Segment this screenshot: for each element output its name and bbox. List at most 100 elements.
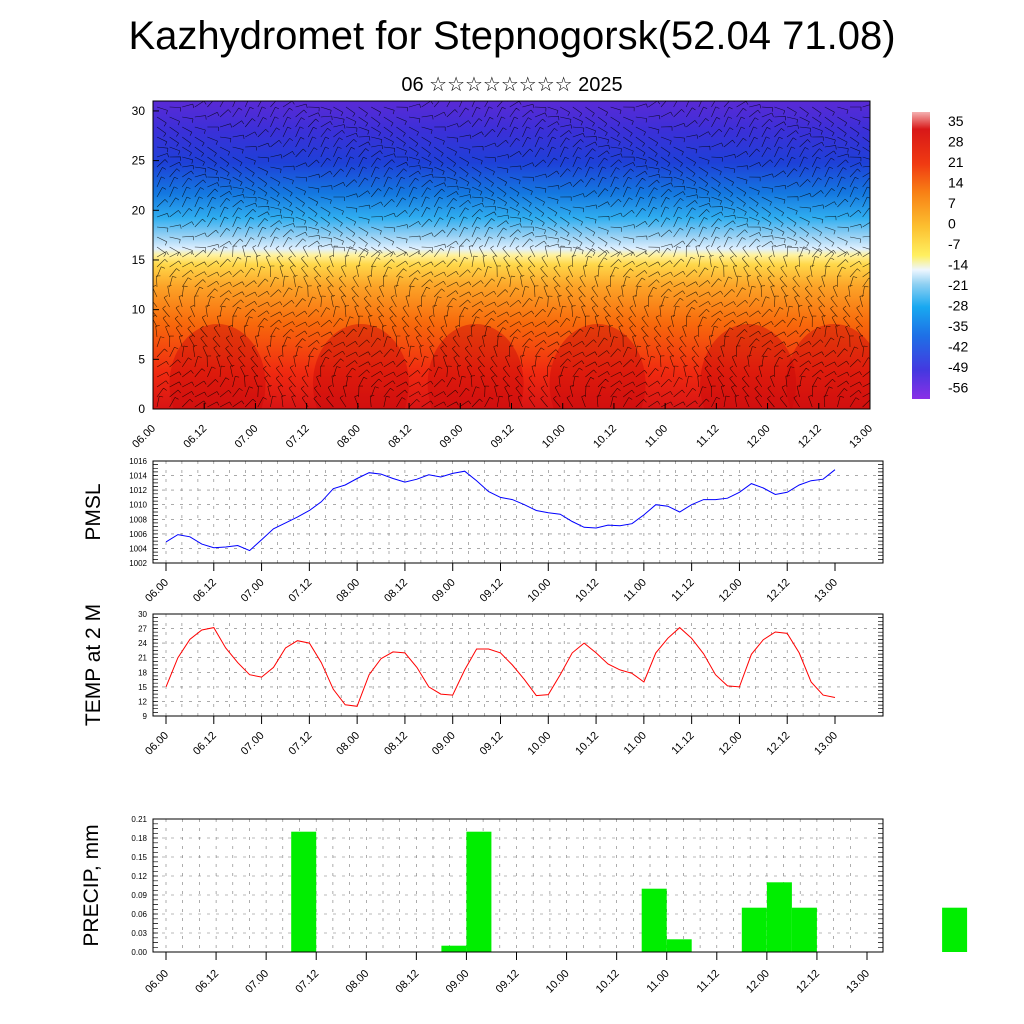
minor-ticks (153, 460, 883, 564)
x-tick-label: 09.00 (430, 577, 458, 605)
temp-axis-label: TEMP at 2 M (82, 604, 105, 726)
x-tick-label: 10.12 (591, 423, 619, 451)
x-tick-label: 11.00 (622, 577, 649, 604)
x-tick-label: 08.12 (394, 968, 422, 996)
y-tick-label: 21 (138, 654, 147, 663)
plot-frame (152, 818, 884, 953)
colorbar-label: -14 (948, 256, 968, 272)
x-tick-label: 13.00 (844, 968, 872, 996)
colorbar-label: -35 (948, 318, 968, 334)
x-tick-label: 13.00 (812, 730, 840, 758)
x-tick-label: 10.12 (573, 730, 601, 758)
colorbar-label: 21 (948, 154, 964, 170)
y-tick-label: 12 (138, 697, 147, 706)
y-tick-label: 5 (138, 352, 145, 366)
x-tick-label: 08.12 (386, 423, 414, 451)
precip-bar (741, 907, 767, 952)
x-tick-label: 07.12 (293, 968, 321, 996)
x-tick-label: 09.00 (437, 423, 465, 451)
heatmap-field (153, 101, 870, 409)
y-tick-label: 15 (138, 683, 147, 692)
colorbar: 35 28 21 14 7 0 -7 -14 -21 -28 -35 -42 -49 -56 (912, 112, 968, 399)
x-tick-label: 07.00 (243, 968, 271, 996)
precipitation-panel: 0.00 0.03 0.06 0.09 0.12 0.15 0.18 0.21 06.00 06.… (80, 815, 968, 996)
x-tick-label: 07.12 (287, 577, 315, 605)
y-tick-label: 0.00 (131, 948, 147, 957)
minor-ticks (153, 613, 883, 717)
x-tick-label: 06.00 (130, 423, 158, 451)
y-tick-label: 1008 (129, 515, 147, 524)
chart-subtitle: 06 ☆☆☆☆☆☆☆☆ 2025 (401, 74, 623, 96)
colorbar-label: 7 (948, 195, 956, 211)
y-tick-label: 0.06 (131, 910, 147, 919)
x-tick-label: 12.12 (794, 968, 822, 996)
y-tick-label: 9 (143, 712, 148, 721)
x-tick-label: 08.00 (334, 730, 362, 758)
x-tick-label: 08.00 (334, 577, 362, 605)
x-tick-label: 09.12 (478, 577, 506, 605)
pmsl-panel: 1002 1004 1006 1008 1010 1012 1014 1016 06.00 06.… (82, 457, 884, 605)
plot-frame (152, 613, 884, 717)
grid-lines (153, 613, 883, 717)
x-tick-label: 07.00 (239, 577, 267, 605)
y-tick-label: 1014 (129, 472, 147, 481)
y-tick-label: 1016 (129, 457, 147, 466)
x-tick-label: 08.00 (335, 423, 363, 451)
x-tick-label: 13.00 (847, 423, 875, 451)
y-tick-label: 0.15 (131, 853, 147, 862)
y-tick-label: 20 (132, 203, 146, 217)
wind-barb-lines (153, 101, 870, 408)
x-tick-label: 09.12 (489, 423, 517, 451)
x-tick-label: 07.12 (284, 423, 312, 451)
x-tick-label: 12.00 (744, 968, 772, 996)
x-tick-label: 09.00 (430, 730, 458, 758)
precip-bar (791, 907, 817, 952)
y-tick-label: 0.12 (131, 872, 147, 881)
x-tick-label: 10.00 (540, 423, 568, 451)
pmsl-line (165, 469, 836, 552)
colorbar-label: -56 (948, 379, 968, 395)
temp-line (165, 626, 836, 707)
y-tick-label: 15 (132, 253, 146, 267)
x-tick-label: 06.00 (143, 577, 171, 605)
x-tick-label: 06.12 (191, 730, 219, 758)
x-tick-label: 08.12 (382, 577, 410, 605)
x-tick-label: 09.12 (494, 968, 522, 996)
x-tick-label: 12.00 (717, 577, 745, 605)
x-tick-label: 11.12 (695, 968, 722, 995)
plot-frame (152, 460, 884, 564)
chart-title: Kazhydromet for Stepnogorsk(52.04 71.08) (128, 14, 896, 58)
y-tick-label: 0.09 (131, 891, 147, 900)
colorbar-label: -7 (948, 236, 961, 252)
x-tick-label: 10.12 (573, 577, 601, 605)
y-tick-label: 1012 (129, 486, 147, 495)
y-tick-label: 0.21 (131, 815, 147, 824)
warm-core (427, 324, 524, 409)
y-tick-label: 25 (132, 154, 146, 168)
y-tick-label: 24 (138, 639, 147, 648)
x-tick-label: 12.12 (796, 423, 824, 451)
colorbar-label: -28 (948, 297, 968, 313)
x-tick-label: 11.00 (622, 730, 649, 757)
colorbar-label: 35 (948, 113, 964, 129)
y-tick-label: 30 (138, 610, 147, 619)
colorbar-label: -21 (948, 277, 968, 293)
x-tick-label: 13.00 (812, 577, 840, 605)
precip-bar (666, 939, 692, 952)
y-tick-label: 1004 (129, 544, 147, 553)
y-tick-label: 0.18 (131, 834, 147, 843)
x-tick-label: 06.00 (143, 730, 171, 758)
y-tick-label: 1006 (129, 530, 147, 539)
y-tick-label: 1010 (129, 501, 147, 510)
x-tick-label: 11.12 (669, 577, 696, 604)
colorbar-label: 28 (948, 133, 964, 149)
precip-bar (641, 888, 667, 952)
precip-bar (766, 882, 792, 952)
precip-bar (942, 907, 968, 952)
warm-core (549, 324, 646, 409)
colorbar-label: -49 (948, 359, 968, 375)
x-tick-label: 09.00 (444, 968, 472, 996)
x-tick-label: 12.12 (764, 577, 792, 605)
x-tick-label: 12.12 (764, 730, 792, 758)
wind-barbs (153, 101, 870, 408)
